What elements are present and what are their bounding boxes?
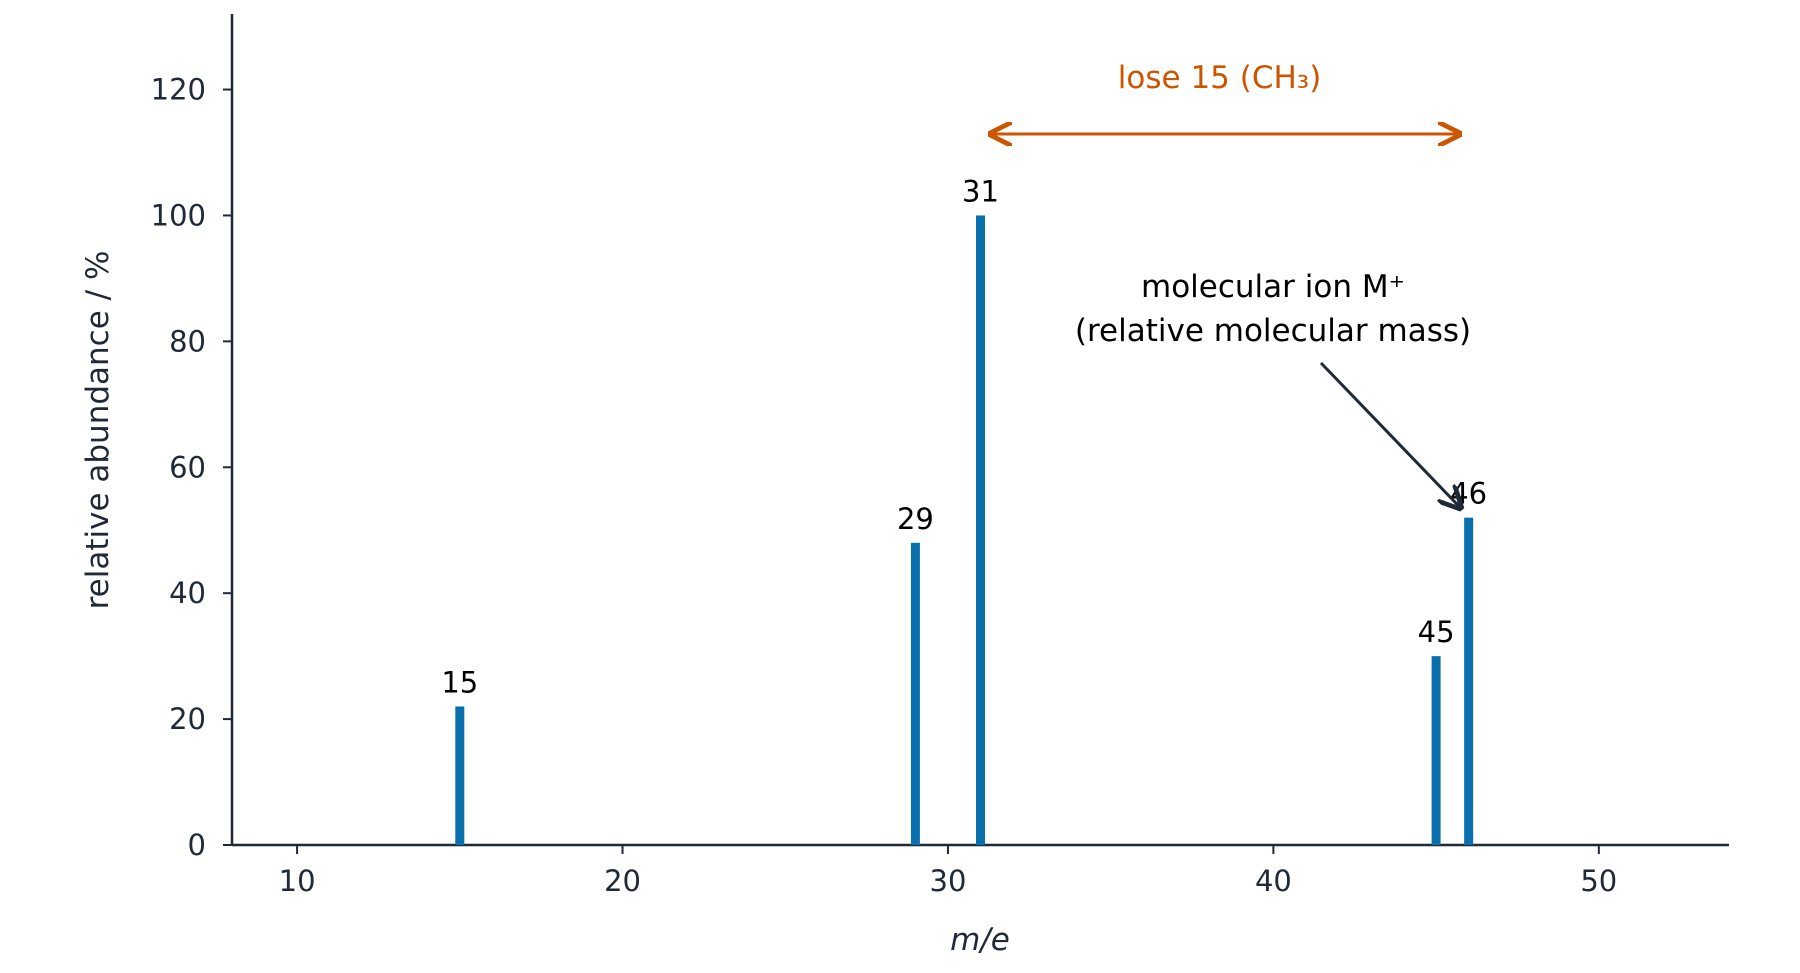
bar (1464, 517, 1474, 845)
x-tick-label: 50 (1580, 864, 1617, 898)
y-tick-label: 60 (169, 450, 206, 484)
x-tick-label: 30 (930, 864, 967, 898)
x-tick-label: 20 (604, 864, 641, 898)
data-label: 15 (441, 666, 478, 700)
x-axis-label: m/e (950, 922, 1010, 958)
y-tick-label: 0 (188, 828, 206, 862)
bar (455, 706, 465, 845)
annotation-arrow (1319, 361, 1461, 508)
data-label: 45 (1418, 615, 1455, 649)
y-tick-label: 120 (151, 73, 206, 107)
y-tick-label: 20 (169, 702, 206, 736)
x-tick-label: 40 (1255, 864, 1292, 898)
data-label: 29 (897, 502, 934, 536)
data-label: 31 (962, 174, 999, 208)
bar (976, 215, 985, 846)
bar (910, 542, 920, 845)
annotation: (relative molecular mass) (1075, 313, 1471, 349)
y-axis-label: relative abundance / % (80, 251, 116, 610)
data-label: 46 (1450, 477, 1487, 511)
x-tick-label: 10 (279, 864, 316, 898)
y-tick-label: 80 (169, 324, 206, 358)
y-tick-label: 100 (151, 198, 206, 232)
y-tick-label: 40 (169, 576, 206, 610)
bar (1431, 656, 1441, 845)
annotation: molecular ion M⁺ (1141, 269, 1405, 305)
annotation: lose 15 (CH₃) (1118, 60, 1322, 96)
